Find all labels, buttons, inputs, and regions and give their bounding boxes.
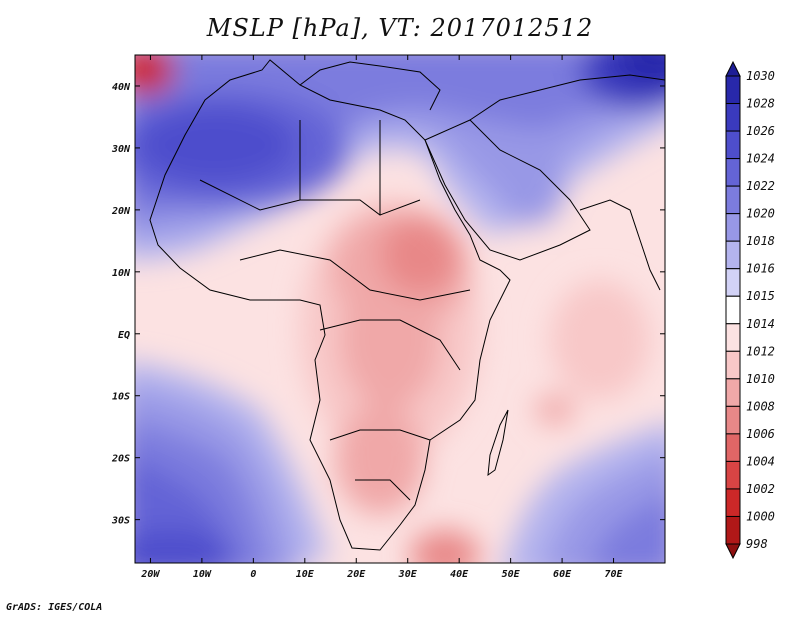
y-tick-label: 30S (111, 516, 130, 527)
colorbar-segment (725, 295, 741, 325)
chart-title: MSLP [hPa], VT: 2017012512 (206, 14, 594, 42)
colorbar-label: 1022 (746, 179, 775, 193)
colorbar-label: 1015 (746, 289, 775, 303)
colorbar: 1030 1028 1026 1024 1022 1020 1018 1016 1015 1014… (725, 60, 775, 560)
colorbar-segment (725, 130, 741, 160)
colorbar-segment (725, 268, 741, 297)
x-tick-label: 0 (250, 569, 256, 580)
x-tick-label: 70E (605, 569, 624, 580)
colorbar-label: 1020 (746, 207, 775, 221)
colorbar-segment (725, 515, 741, 545)
y-tick-label: EQ (118, 330, 130, 341)
colorbar-label: 1006 (746, 427, 775, 441)
colorbar-label: 1028 (746, 97, 775, 111)
colorbar-label: 1010 (746, 372, 775, 386)
colorbar-segment (725, 350, 741, 380)
grads-credit: GrADS: IGES/COLA (6, 602, 103, 613)
coastlines (149, 59, 665, 551)
colorbar-label: 1026 (746, 124, 775, 138)
colorbar-top-triangle (725, 60, 741, 77)
x-tick-label: 50E (502, 569, 521, 580)
y-tick-label: 40N (112, 82, 131, 93)
colorbar-label: 1018 (746, 234, 775, 248)
y-tick-label: 30N (111, 144, 131, 155)
x-tick-label: 10E (296, 569, 315, 580)
pressure-field (135, 55, 665, 563)
colorbar-segment (725, 405, 741, 435)
x-tick-label: 20E (346, 569, 366, 580)
x-tick-label: 10W (193, 569, 212, 580)
x-axis-ticks: 20W 10W 0 10E 20E 30E 40E 50E 60E 70E (140, 55, 624, 580)
colorbar-segment (725, 323, 741, 352)
colorbar-label: 1016 (746, 262, 775, 276)
colorbar-label: 1014 (746, 317, 775, 331)
colorbar-segment (725, 488, 741, 517)
y-tick-label: 10N (112, 268, 131, 279)
y-tick-label: 20S (111, 454, 130, 465)
colorbar-label: 1030 (746, 69, 775, 83)
map-frame (134, 54, 666, 564)
x-tick-label: 40E (450, 569, 469, 580)
x-tick-label: 20W (140, 569, 160, 580)
colorbar-segment (725, 460, 741, 490)
colorbar-label: 1002 (746, 482, 775, 496)
colorbar-label: 1004 (746, 454, 775, 468)
x-tick-label: 60E (553, 569, 572, 580)
colorbar-segment (725, 103, 741, 132)
colorbar-segment (725, 185, 741, 215)
colorbar-segment (725, 213, 741, 242)
colorbar-label: 1012 (746, 344, 775, 358)
colorbar-label: 1000 (746, 509, 775, 523)
colorbar-label: 998 (746, 537, 768, 551)
colorbar-segment (725, 378, 741, 407)
colorbar-segment (725, 158, 741, 187)
colorbar-segment (725, 75, 741, 105)
colorbar-label: 1008 (746, 399, 775, 413)
colorbar-bottom-triangle (725, 543, 741, 560)
colorbar-segment (725, 240, 741, 270)
x-tick-label: 30E (398, 569, 418, 580)
colorbar-label: 1024 (746, 152, 775, 166)
y-tick-label: 10S (112, 392, 130, 403)
y-tick-label: 20N (111, 206, 131, 217)
colorbar-segment (725, 433, 741, 462)
y-axis-ticks: 40N 30N 20N 10N EQ 10S 20S 30S (111, 82, 665, 527)
